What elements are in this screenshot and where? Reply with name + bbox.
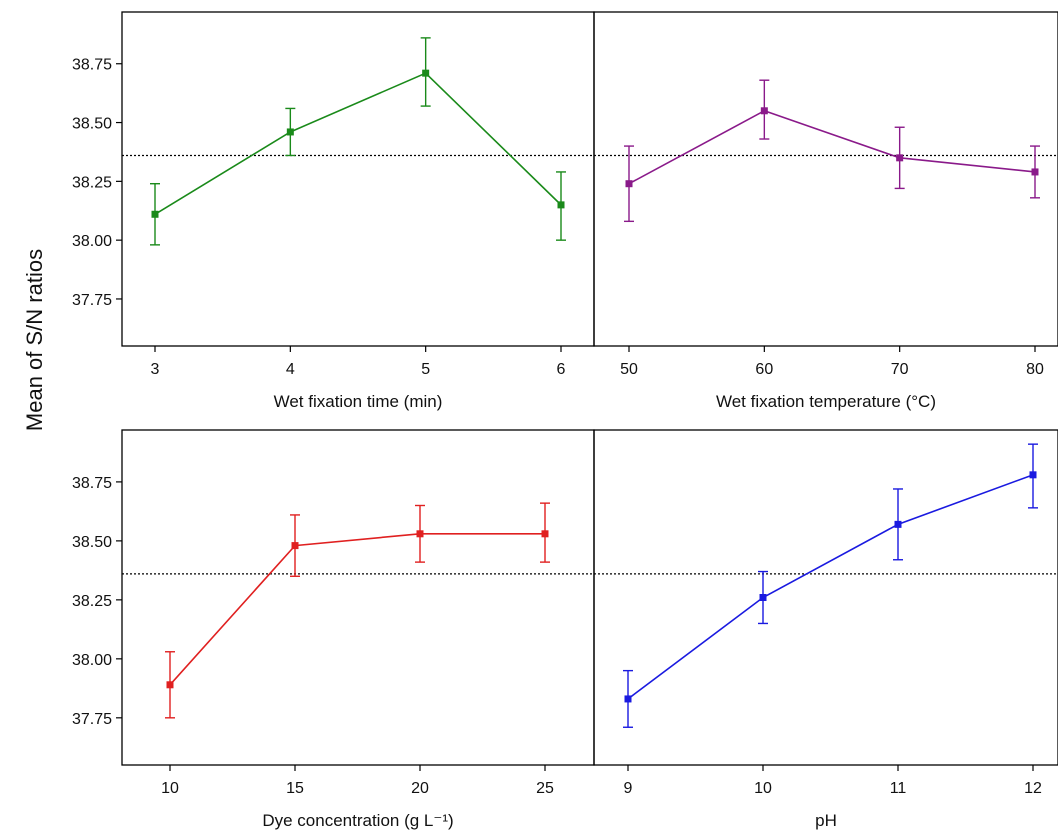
series-line (628, 109, 1036, 185)
data-point (151, 210, 159, 218)
panel-frame (121, 429, 595, 766)
panel-4: 9 10 11 12 pH (593, 429, 1058, 830)
x-tick-label: 15 (286, 780, 304, 797)
y-tick-label: 38.75 (72, 57, 112, 74)
x-tick-label: 3 (151, 361, 160, 378)
x-tick-label: 12 (1024, 780, 1042, 797)
x-tick-label: 11 (890, 780, 907, 797)
x-tick-label: 25 (536, 780, 554, 797)
x-tick-label: 20 (411, 780, 429, 797)
data-point (291, 542, 299, 550)
x-axis-label: pH (815, 811, 837, 830)
y-tick-label: 38.25 (72, 593, 112, 610)
x-tick-label: 80 (1026, 361, 1044, 378)
data-point (759, 594, 767, 601)
series-line (169, 533, 545, 686)
y-tick-label: 38.50 (72, 534, 112, 551)
data-point (557, 201, 565, 209)
data-point (1031, 168, 1039, 176)
data-point (896, 154, 904, 162)
data-point (624, 695, 632, 703)
x-tick-label: 60 (755, 361, 773, 378)
data-point (625, 180, 633, 188)
panel-frame (593, 429, 1058, 766)
x-tick-label: 5 (421, 361, 430, 378)
x-tick-label: 9 (624, 780, 633, 797)
data-point (422, 69, 430, 77)
data-point (166, 681, 174, 689)
y-axis-label: Mean of S/N ratios (22, 249, 47, 431)
y-tick-label: 38.00 (72, 652, 112, 669)
series-line (154, 72, 562, 215)
x-axis-label: Wet fixation time (min) (274, 392, 443, 411)
x-tick-label: 50 (620, 361, 638, 378)
y-tick-label: 37.75 (72, 711, 112, 728)
panels: 37.75 38.00 38.25 38.50 38.75 3 4 5 6 Wet fixatio… (72, 11, 1058, 830)
data-point (541, 530, 549, 538)
panel-frame (593, 11, 1058, 347)
panel-1: 37.75 38.00 38.25 38.50 38.75 3 4 5 6 Wet fixatio… (72, 11, 595, 411)
y-tick-label: 38.50 (72, 116, 112, 133)
panel-3: 37.75 38.00 38.25 38.50 38.75 10 15 20 25 Dye con… (72, 429, 595, 830)
series-line (627, 474, 1034, 700)
panel-2: 50 60 70 80 Wet fixation temperature (°C) (593, 11, 1058, 411)
data-point (286, 128, 294, 136)
data-point (760, 107, 768, 115)
x-axis-label: Wet fixation temperature (°C) (716, 392, 936, 411)
data-point (894, 520, 902, 528)
data-point (416, 530, 424, 538)
data-point (1029, 471, 1037, 479)
x-tick-label: 70 (891, 361, 909, 378)
y-tick-label: 38.00 (72, 233, 112, 250)
x-tick-label: 4 (286, 361, 295, 378)
x-tick-label: 10 (754, 780, 772, 797)
x-tick-label: 10 (161, 780, 179, 797)
y-tick-label: 38.75 (72, 475, 112, 492)
y-tick-label: 37.75 (72, 292, 112, 309)
y-tick-label: 38.25 (72, 174, 112, 191)
panel-frame (121, 11, 595, 347)
x-axis-label: Dye concentration (g L⁻¹) (262, 811, 453, 830)
x-tick-label: 6 (557, 361, 566, 378)
